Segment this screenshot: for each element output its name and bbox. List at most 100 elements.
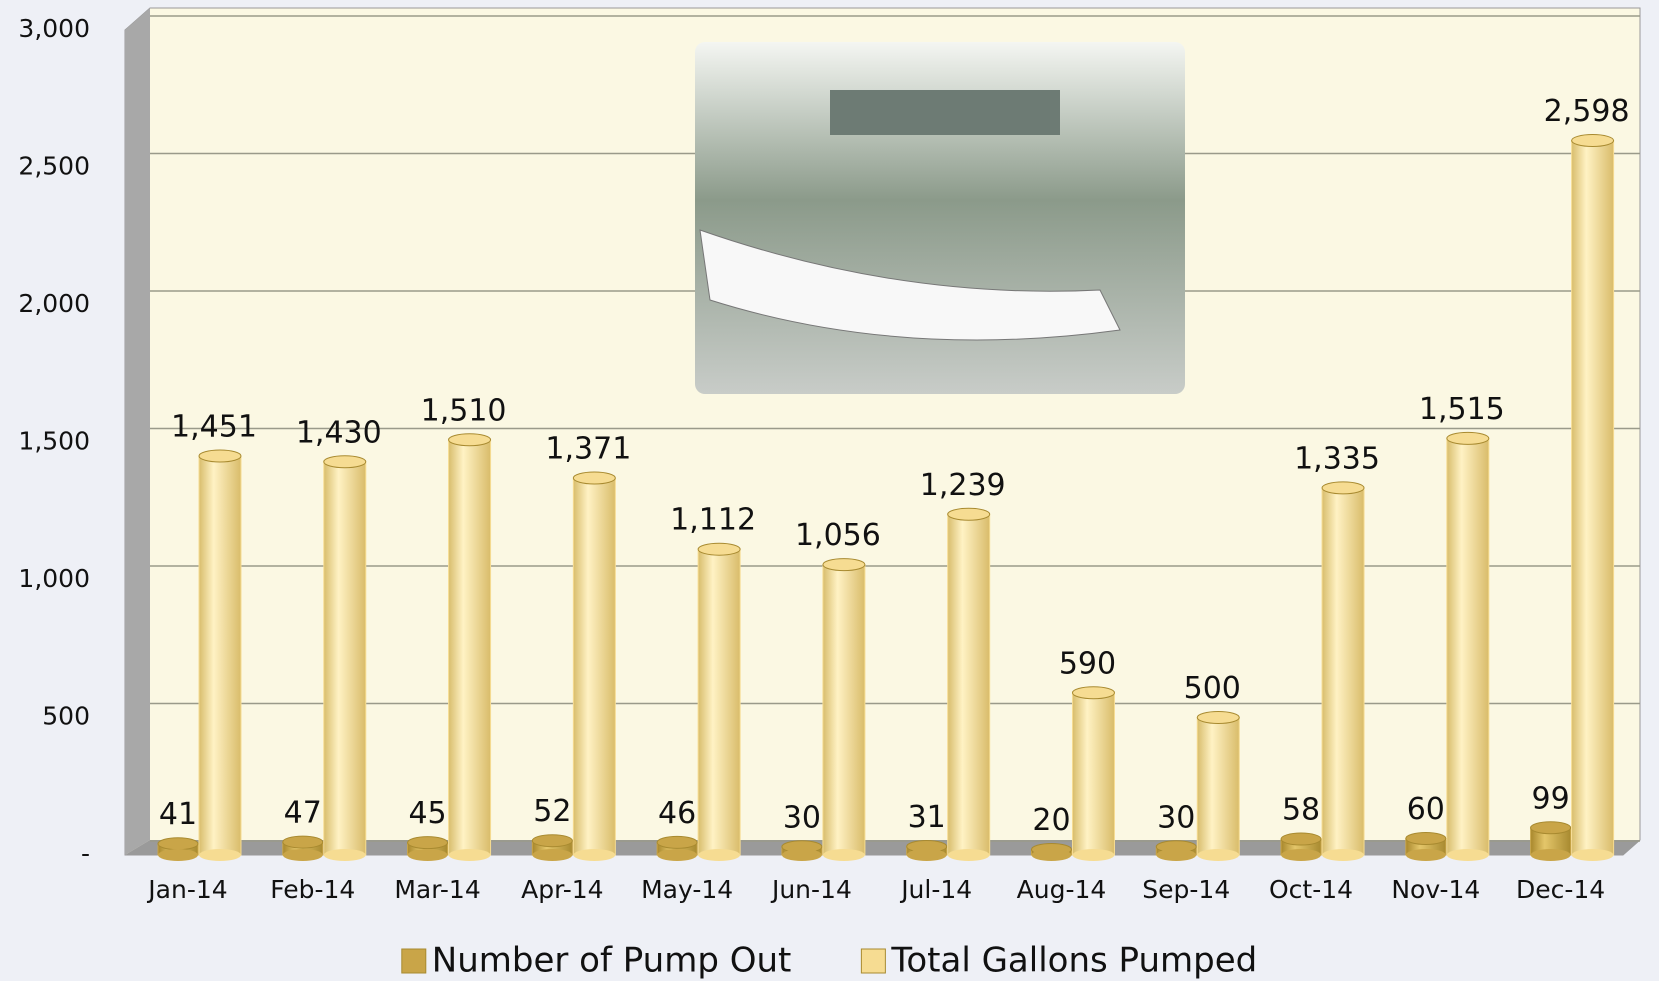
value-label: 46 xyxy=(658,796,696,831)
x-tick-label: May-14 xyxy=(641,875,733,904)
legend-label: Total Gallons Pumped xyxy=(890,941,1257,981)
bar-base xyxy=(948,849,990,861)
bar-base xyxy=(324,849,366,861)
bar-base xyxy=(907,849,947,861)
legend-swatch xyxy=(861,949,885,973)
y-tick-label: 500 xyxy=(42,702,90,731)
value-label: 1,371 xyxy=(545,431,631,466)
bar-base xyxy=(1156,849,1196,861)
value-label: 31 xyxy=(908,800,946,835)
bar-base xyxy=(449,849,491,861)
bar-base xyxy=(573,849,615,861)
y-tick-label: 3,000 xyxy=(18,14,90,43)
bar-top xyxy=(1447,432,1489,444)
bar xyxy=(449,440,491,855)
value-label: 2,598 xyxy=(1544,94,1630,129)
value-label: 1,451 xyxy=(171,409,257,444)
value-label: 1,510 xyxy=(421,393,507,428)
bar-top xyxy=(199,450,241,462)
bar xyxy=(573,478,615,855)
bar xyxy=(324,462,366,855)
bar xyxy=(698,549,740,855)
bar-top xyxy=(449,434,491,446)
value-label: 1,056 xyxy=(795,518,881,553)
bar-base xyxy=(408,849,448,861)
y-tick-label: 2,500 xyxy=(18,152,90,181)
bar xyxy=(823,565,865,855)
value-label: 52 xyxy=(533,794,571,829)
bar-base xyxy=(782,849,822,861)
value-label: 20 xyxy=(1032,803,1070,838)
value-label: 99 xyxy=(1532,781,1570,816)
y-tick-label: 2,000 xyxy=(18,289,90,318)
bar-top xyxy=(158,838,198,850)
value-label: 47 xyxy=(284,796,322,831)
plot-wall xyxy=(125,8,150,855)
bar-top xyxy=(1531,822,1571,834)
x-tick-label: Dec-14 xyxy=(1516,875,1605,904)
x-tick-label: Aug-14 xyxy=(1017,875,1107,904)
y-tick-label: 1,500 xyxy=(18,427,90,456)
x-tick-label: Oct-14 xyxy=(1269,875,1353,904)
x-tick-label: Jan-14 xyxy=(146,875,227,904)
value-label: 30 xyxy=(1157,800,1195,835)
bar xyxy=(1322,488,1364,855)
bar-base xyxy=(199,849,241,861)
x-tick-label: Mar-14 xyxy=(394,875,480,904)
x-tick-label: Jun-14 xyxy=(770,875,852,904)
bar-base xyxy=(1322,849,1364,861)
value-label: 60 xyxy=(1407,792,1445,827)
bar xyxy=(1447,438,1489,855)
value-label: 41 xyxy=(159,797,197,832)
bar-top xyxy=(283,836,323,848)
bar-top xyxy=(1197,712,1239,724)
bar-base xyxy=(1197,849,1239,861)
y-tick-label: - xyxy=(81,839,90,868)
bar-top xyxy=(1281,833,1321,845)
x-tick-label: Apr-14 xyxy=(521,875,603,904)
bar xyxy=(1072,693,1114,855)
bar xyxy=(948,514,990,855)
bar-top xyxy=(408,837,448,849)
bar-base xyxy=(283,849,323,861)
bar-base xyxy=(657,849,697,861)
bar-base xyxy=(532,849,572,861)
value-label: 1,112 xyxy=(670,503,756,538)
bar-top xyxy=(698,543,740,555)
y-tick-label: 1,000 xyxy=(18,564,90,593)
bar-base xyxy=(1406,849,1446,861)
value-label: 58 xyxy=(1282,793,1320,828)
bar-base xyxy=(823,849,865,861)
x-tick-label: Jul-14 xyxy=(899,875,972,904)
value-label: 1,239 xyxy=(920,468,1006,503)
bar-base xyxy=(1072,849,1114,861)
photo-building xyxy=(830,90,1060,135)
bar-base xyxy=(1447,849,1489,861)
x-tick-label: Sep-14 xyxy=(1142,875,1230,904)
value-label: 30 xyxy=(783,800,821,835)
bar-top xyxy=(948,508,990,520)
value-label: 500 xyxy=(1184,671,1241,706)
bar-top xyxy=(657,836,697,848)
value-label: 1,335 xyxy=(1294,441,1380,476)
bar-top xyxy=(1072,687,1114,699)
bar xyxy=(1572,141,1614,855)
bar-top xyxy=(823,559,865,571)
value-label: 590 xyxy=(1059,646,1116,681)
bar-top xyxy=(532,835,572,847)
bar-top xyxy=(1322,482,1364,494)
value-label: 1,430 xyxy=(296,415,382,450)
legend-label: Number of Pump Out xyxy=(432,941,792,981)
x-tick-label: Nov-14 xyxy=(1391,875,1480,904)
bar-base xyxy=(1281,849,1321,861)
bar-top xyxy=(1406,833,1446,845)
chart: - 500 1,000 1,500 2,000 2,500 3,000 Jan-14 41 1,… xyxy=(0,0,1659,981)
x-tick-label: Feb-14 xyxy=(270,875,355,904)
bar-top xyxy=(573,472,615,484)
bar-base xyxy=(1031,849,1071,861)
photo xyxy=(695,42,1185,394)
value-label: 1,515 xyxy=(1419,392,1505,427)
bar xyxy=(1197,718,1239,856)
bar-top xyxy=(324,456,366,468)
bar xyxy=(199,456,241,855)
